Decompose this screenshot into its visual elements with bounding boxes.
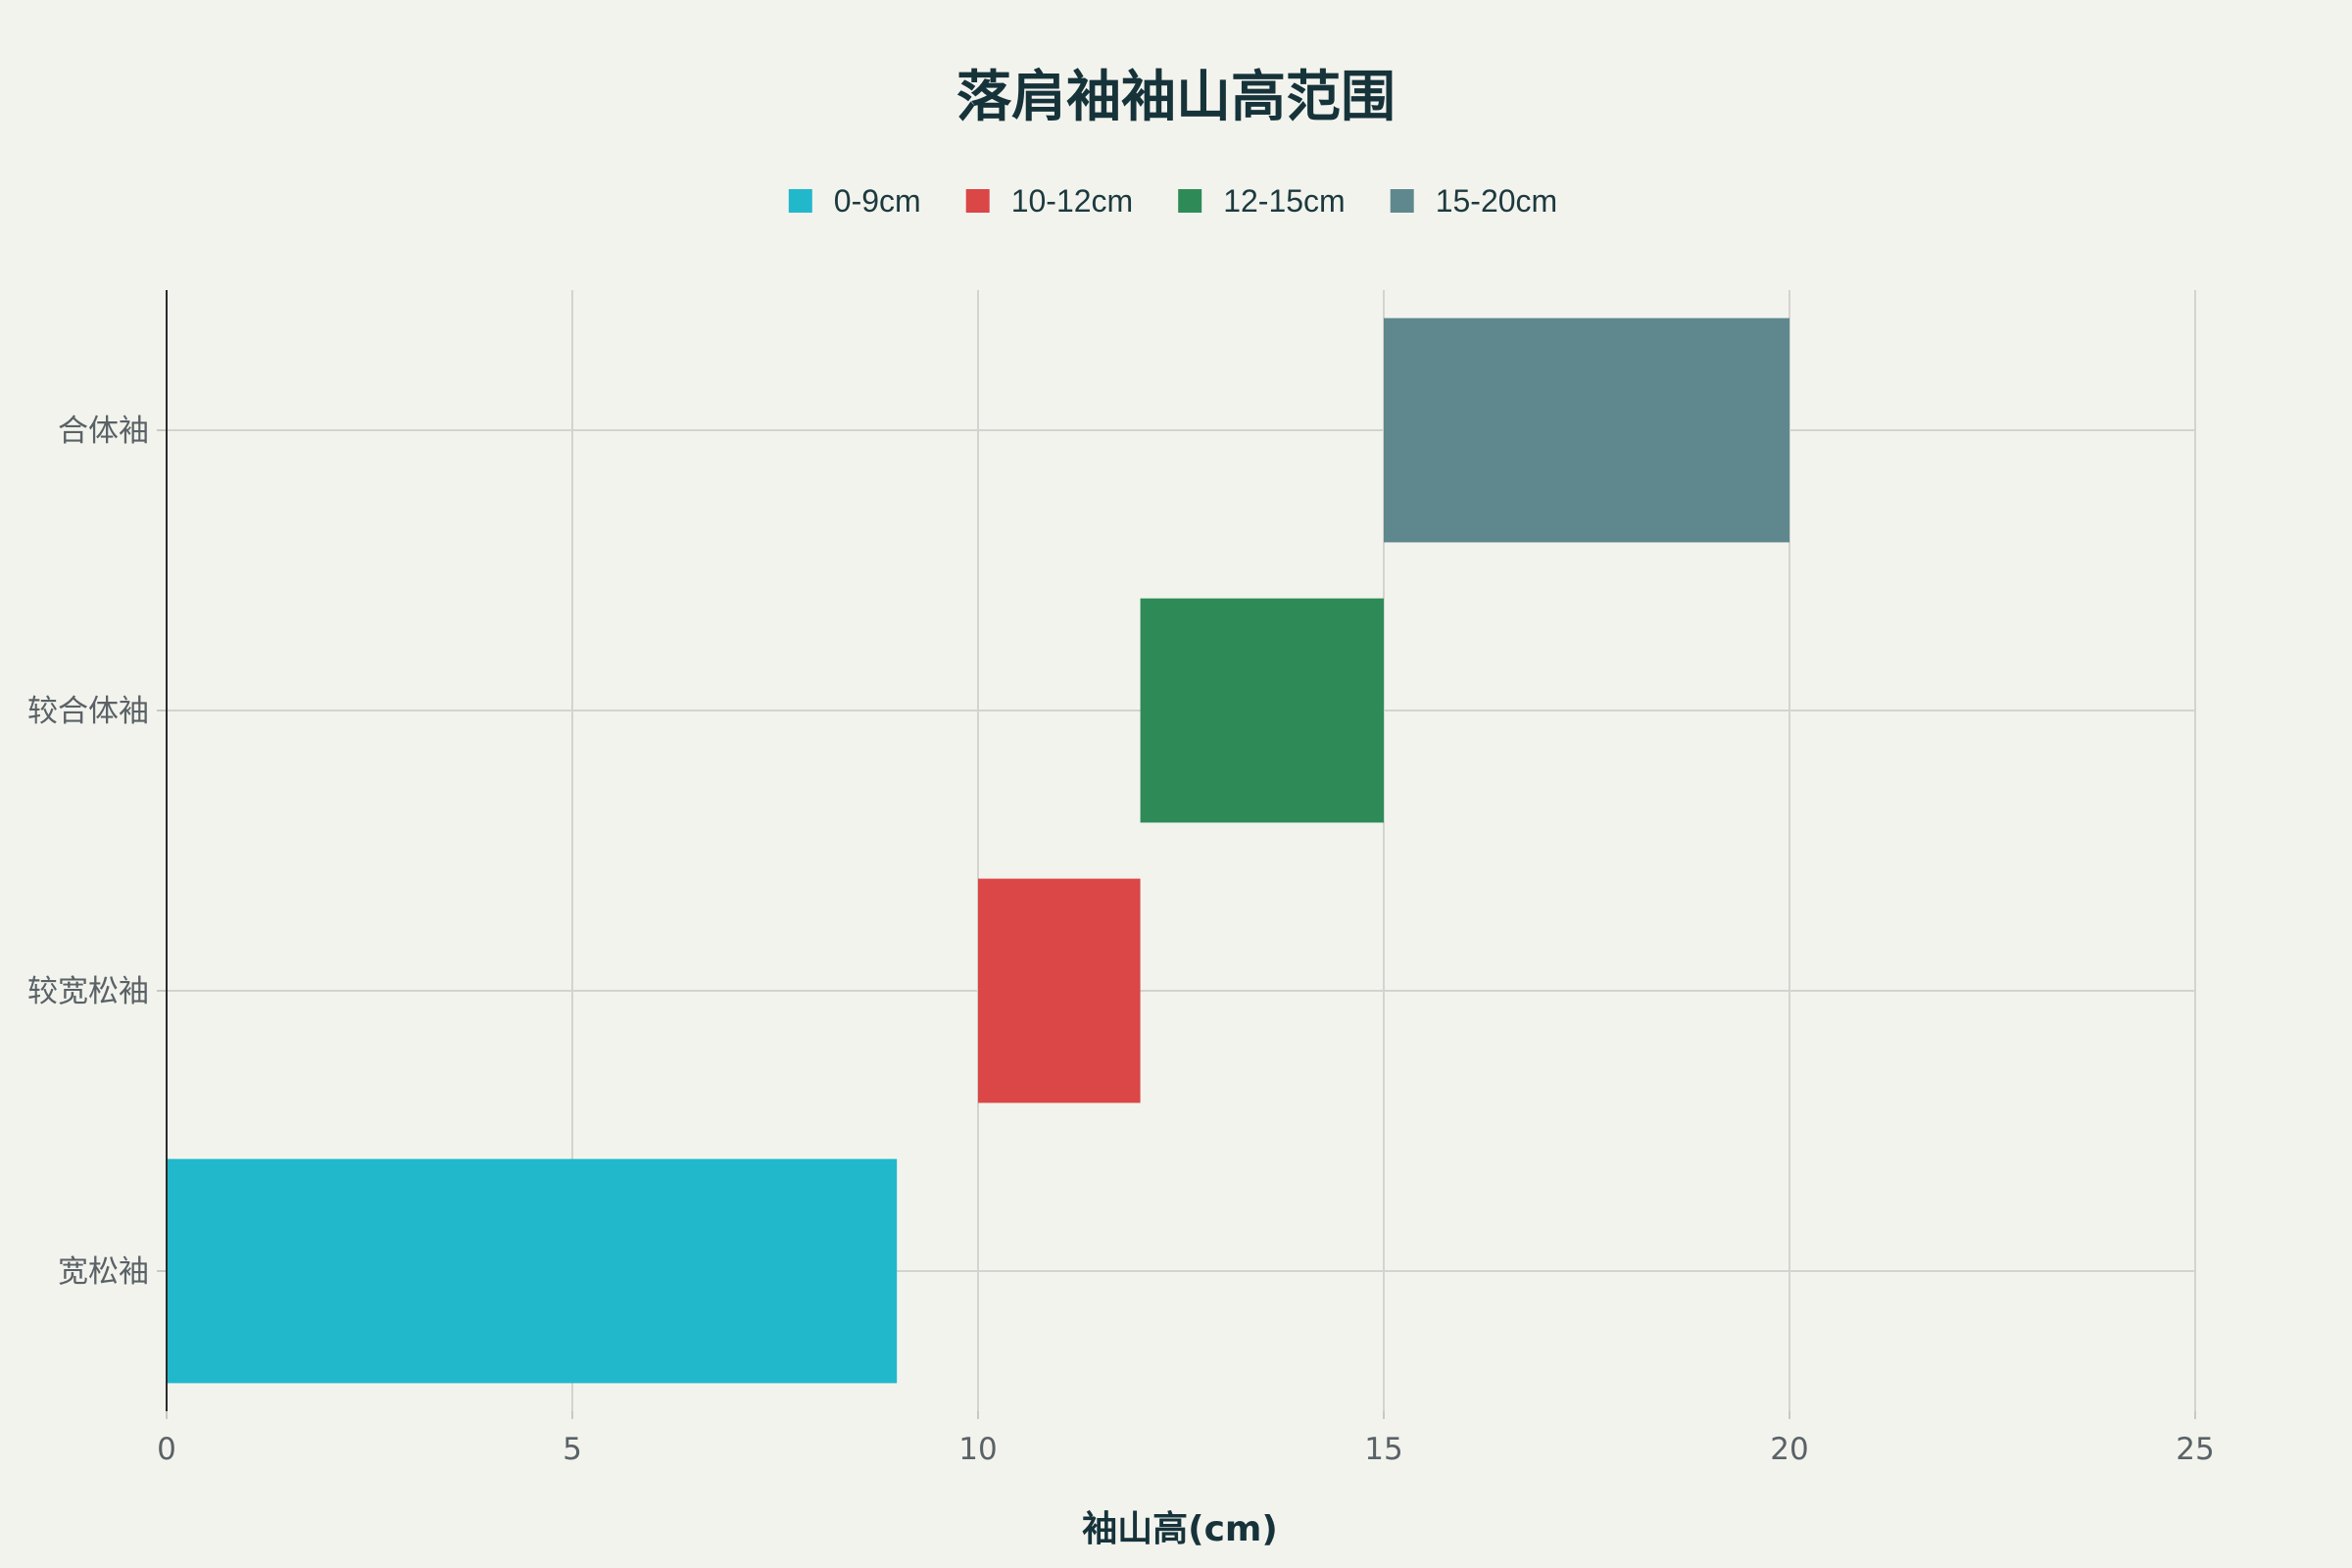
legend-item[interactable]: 12-15cm	[1178, 183, 1346, 219]
chart-title: 落肩袖袖山高范围	[956, 66, 1396, 129]
x-tick-label: 0	[157, 1432, 176, 1467]
x-tick-label: 25	[2176, 1432, 2214, 1467]
x-tick-label: 10	[958, 1432, 997, 1467]
y-tick-label: 较合体袖	[27, 694, 149, 729]
y-tick-label: 较宽松袖	[27, 974, 149, 1009]
legend-label: 15-20cm	[1436, 183, 1558, 219]
bar-0-9cm[interactable]	[167, 1158, 898, 1384]
legend-label: 12-15cm	[1223, 183, 1346, 219]
y-tick-label: 宽松袖	[58, 1254, 149, 1290]
axes: 0 5 10 15 20 25 宽松袖 较宽松袖 较合体袖 合体袖	[27, 290, 2215, 1467]
legend-label: 10-12cm	[1011, 183, 1134, 219]
x-axis-label: 袖山高(cm)	[1082, 1509, 1278, 1549]
legend-item[interactable]: 10-12cm	[965, 183, 1134, 219]
legend: 0-9cm 10-12cm 12-15cm 15-20cm	[788, 183, 1558, 219]
y-tick-label: 合体袖	[58, 414, 149, 449]
legend-label: 0-9cm	[834, 183, 921, 219]
bar-15-20cm[interactable]	[1384, 318, 1789, 543]
x-tick-label: 20	[1770, 1432, 1808, 1467]
x-tick-label: 5	[563, 1432, 582, 1467]
legend-item[interactable]: 15-20cm	[1390, 183, 1558, 219]
bar-12-15cm[interactable]	[1140, 598, 1384, 823]
x-tick-label: 15	[1364, 1432, 1402, 1467]
legend-swatch	[965, 189, 990, 213]
legend-item[interactable]: 0-9cm	[788, 183, 921, 219]
legend-swatch	[1178, 189, 1202, 213]
bars	[167, 318, 1789, 1384]
legend-swatch	[1390, 189, 1414, 213]
bar-10-12cm[interactable]	[978, 878, 1141, 1103]
legend-swatch	[788, 189, 812, 213]
